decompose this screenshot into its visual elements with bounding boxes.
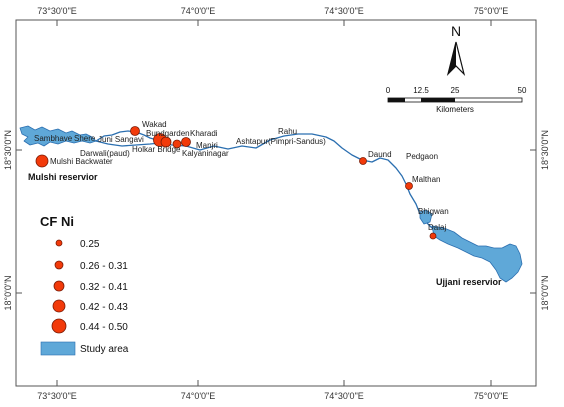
point-daund (359, 157, 367, 165)
legend: CF Ni 0.25 0.26 - 0.31 0.32 - 0.41 0.42 … (40, 214, 129, 356)
legend-label-5: 0.44 - 0.50 (80, 322, 128, 333)
label-mulshi-backwater: Mulshi Backwater (50, 157, 113, 166)
right-tick-1: 18°30'0"N (540, 130, 550, 170)
point-holkar-bridge (160, 136, 172, 148)
scale-unit: Kilometers (436, 105, 474, 114)
left-tick-2: 18°0'0"N (3, 275, 13, 310)
label-darwali: Darwali(paud) (80, 149, 130, 158)
legend-label-1: 0.25 (80, 239, 100, 250)
legend-label-3: 0.32 - 0.41 (80, 282, 128, 293)
label-pedgaon: Pedgaon (406, 152, 438, 161)
north-arrow: N (446, 23, 466, 76)
point-wakad (130, 126, 140, 136)
label-juni-sangavi: Juni Sangavi (98, 135, 144, 144)
reservoir-inlet (419, 209, 433, 225)
label-holkar-bridge: Holkar Bridge (132, 145, 181, 154)
legend-label-4: 0.42 - 0.43 (80, 302, 128, 313)
bottom-tick-1: 73°30'0"E (37, 391, 77, 401)
label-dalaj: Dalaj (428, 223, 446, 232)
bottom-tick-2: 74°0'0"E (181, 391, 216, 401)
label-rahu: Rahu (278, 127, 297, 136)
left-tick-1: 18°30'0"N (3, 130, 13, 170)
point-mulshi-backwater (35, 154, 49, 168)
scale-tick-3: 50 (518, 86, 527, 95)
label-sambhave: Sambhave (34, 134, 73, 143)
legend-title: CF Ni (40, 214, 74, 229)
legend-symbol-5 (51, 318, 67, 334)
scale-bar: 0 12.5 25 50 Kilometers (386, 86, 527, 114)
label-bundgarden: Bundgarden (146, 129, 190, 138)
north-label: N (451, 23, 461, 39)
top-tick-3: 74°30'0"E (324, 6, 364, 16)
scale-bar-segment (388, 98, 405, 102)
label-shere: Shere (74, 134, 96, 143)
graticule-ticks (16, 20, 536, 386)
legend-symbol-1 (55, 239, 63, 247)
scale-tick-0: 0 (386, 86, 391, 95)
legend-symbol-3 (53, 280, 65, 292)
top-tick-4: 75°0'0"E (474, 6, 509, 16)
bottom-tick-4: 75°0'0"E (474, 391, 509, 401)
point-dalaj (429, 232, 437, 240)
legend-study-area-label: Study area (80, 344, 129, 355)
legend-symbol-2 (54, 260, 64, 270)
scale-bar-segment (421, 98, 455, 102)
sampling-points (35, 126, 437, 240)
label-ashtapur: Ashtapur(Pimpri-Sandus) (236, 137, 326, 146)
mulshi-reservoir-shape (19, 125, 97, 147)
label-bhigwan: Bhigwan (418, 207, 449, 216)
study-area-water (19, 125, 523, 283)
label-ujjani-reservoir: Ujjani reservior (436, 277, 502, 287)
point-manjri (172, 139, 182, 149)
map-frame (15, 19, 537, 387)
scale-tick-2: 25 (451, 86, 460, 95)
top-tick-1: 73°30'0"E (37, 6, 77, 16)
legend-label-2: 0.26 - 0.31 (80, 261, 128, 272)
north-arrow-half-icon (448, 42, 456, 74)
label-wakad: Wakad (142, 120, 167, 129)
legend-study-area-swatch (40, 341, 76, 356)
point-kharadi (181, 137, 191, 147)
label-mulshi-reservoir: Mulshi reservior (28, 172, 98, 182)
label-manjri: Manjri (196, 141, 218, 150)
label-kalyaninagar: Kalyaninagar (182, 149, 229, 158)
bottom-tick-3: 74°30'0"E (324, 391, 364, 401)
river-upper-arm (95, 130, 158, 142)
label-malthan: Malthan (412, 175, 440, 184)
ujjani-reservoir-shape (431, 225, 523, 283)
legend-symbol-4 (52, 299, 66, 313)
point-malthan (405, 182, 413, 190)
label-daund: Daund (368, 150, 392, 159)
label-kharadi: Kharadi (190, 129, 218, 138)
scale-tick-1: 12.5 (413, 86, 429, 95)
right-tick-2: 18°0'0"N (540, 275, 550, 310)
top-tick-2: 74°0'0"E (181, 6, 216, 16)
